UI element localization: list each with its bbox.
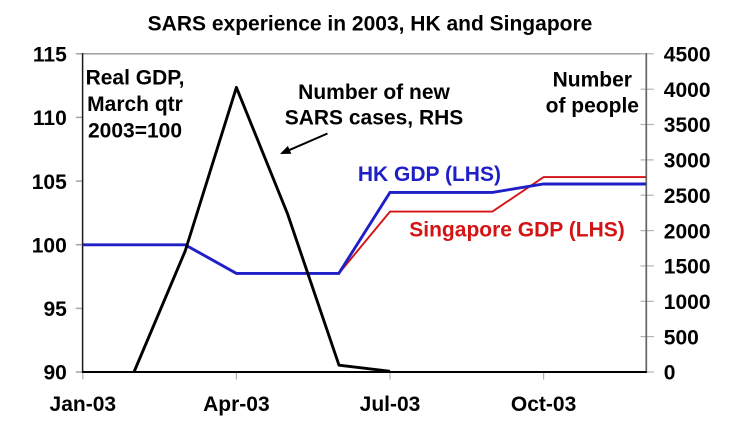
svg-text:Real GDP,: Real GDP, xyxy=(86,67,185,90)
svg-text:3000: 3000 xyxy=(664,150,711,173)
svg-text:HK GDP (LHS): HK GDP (LHS) xyxy=(358,163,501,186)
svg-text:105: 105 xyxy=(32,171,67,194)
svg-text:SARS experience in 2003, HK an: SARS experience in 2003, HK and Singapor… xyxy=(148,12,593,35)
svg-text:SARS cases, RHS: SARS cases, RHS xyxy=(285,106,464,129)
svg-text:110: 110 xyxy=(33,107,67,130)
svg-text:115: 115 xyxy=(33,44,67,67)
svg-text:90: 90 xyxy=(43,362,66,385)
svg-text:2000: 2000 xyxy=(664,220,711,243)
svg-text:March qtr: March qtr xyxy=(87,93,183,116)
svg-text:of people: of people xyxy=(546,94,639,117)
svg-text:4500: 4500 xyxy=(664,44,711,67)
svg-text:1000: 1000 xyxy=(664,291,711,314)
svg-text:1500: 1500 xyxy=(664,256,711,279)
svg-text:4000: 4000 xyxy=(664,79,711,102)
svg-text:3500: 3500 xyxy=(664,114,711,137)
svg-text:Number: Number xyxy=(553,69,632,92)
svg-text:Jul-03: Jul-03 xyxy=(360,393,421,416)
svg-text:95: 95 xyxy=(43,298,67,321)
svg-text:2003=100: 2003=100 xyxy=(88,120,182,143)
svg-text:Number of new: Number of new xyxy=(298,81,450,104)
svg-text:Jan-03: Jan-03 xyxy=(50,393,117,416)
svg-text:Singapore GDP (LHS): Singapore GDP (LHS) xyxy=(409,218,624,241)
svg-text:2500: 2500 xyxy=(664,185,711,208)
svg-text:0: 0 xyxy=(664,362,676,385)
svg-text:100: 100 xyxy=(32,234,67,257)
svg-text:500: 500 xyxy=(664,326,699,349)
svg-text:Apr-03: Apr-03 xyxy=(203,393,270,416)
svg-text:Oct-03: Oct-03 xyxy=(511,393,576,416)
